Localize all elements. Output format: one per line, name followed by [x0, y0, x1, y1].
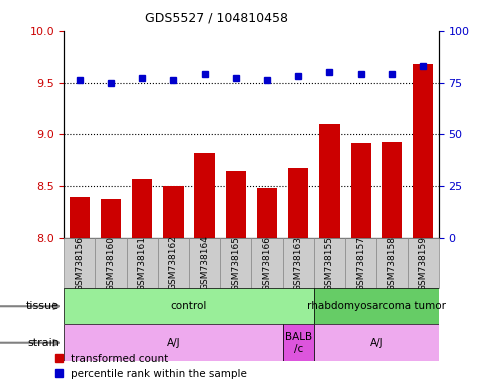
Text: GSM738160: GSM738160: [106, 235, 115, 291]
Text: rhabdomyosarcoma tumor: rhabdomyosarcoma tumor: [307, 301, 446, 311]
FancyBboxPatch shape: [282, 324, 314, 361]
FancyBboxPatch shape: [64, 288, 314, 324]
Bar: [351, 143, 371, 238]
FancyBboxPatch shape: [376, 238, 408, 288]
Text: A/J: A/J: [167, 338, 180, 348]
Bar: [257, 188, 277, 238]
FancyBboxPatch shape: [127, 238, 158, 288]
Bar: [382, 142, 402, 238]
Text: GSM738165: GSM738165: [231, 235, 240, 291]
FancyBboxPatch shape: [282, 238, 314, 288]
Text: GDS5527 / 104810458: GDS5527 / 104810458: [145, 12, 288, 25]
FancyBboxPatch shape: [345, 238, 376, 288]
Text: GSM738161: GSM738161: [138, 235, 146, 291]
Text: GSM738159: GSM738159: [419, 235, 427, 291]
FancyBboxPatch shape: [95, 238, 127, 288]
Bar: [70, 197, 90, 238]
Text: strain: strain: [27, 338, 59, 348]
Text: GSM738155: GSM738155: [325, 235, 334, 291]
Text: GSM738158: GSM738158: [387, 235, 396, 291]
Bar: [163, 186, 183, 238]
FancyBboxPatch shape: [220, 238, 251, 288]
Text: GSM738163: GSM738163: [294, 235, 303, 291]
Text: GSM738157: GSM738157: [356, 235, 365, 291]
Legend: transformed count, percentile rank within the sample: transformed count, percentile rank withi…: [55, 354, 247, 379]
FancyBboxPatch shape: [314, 238, 345, 288]
Bar: [101, 199, 121, 238]
Text: tissue: tissue: [26, 301, 59, 311]
Bar: [226, 170, 246, 238]
FancyBboxPatch shape: [251, 238, 282, 288]
Text: GSM738164: GSM738164: [200, 236, 209, 290]
Bar: [132, 179, 152, 238]
Bar: [319, 124, 340, 238]
FancyBboxPatch shape: [314, 324, 439, 361]
Text: A/J: A/J: [370, 338, 383, 348]
Bar: [413, 64, 433, 238]
FancyBboxPatch shape: [64, 324, 282, 361]
Text: GSM738166: GSM738166: [263, 235, 272, 291]
Bar: [288, 167, 309, 238]
FancyBboxPatch shape: [64, 238, 95, 288]
FancyBboxPatch shape: [408, 238, 439, 288]
FancyBboxPatch shape: [158, 238, 189, 288]
Bar: [194, 153, 215, 238]
Text: control: control: [171, 301, 207, 311]
Text: GSM738156: GSM738156: [75, 235, 84, 291]
Text: BALB
/c: BALB /c: [284, 332, 312, 354]
FancyBboxPatch shape: [189, 238, 220, 288]
FancyBboxPatch shape: [314, 288, 439, 324]
Text: GSM738162: GSM738162: [169, 236, 178, 290]
